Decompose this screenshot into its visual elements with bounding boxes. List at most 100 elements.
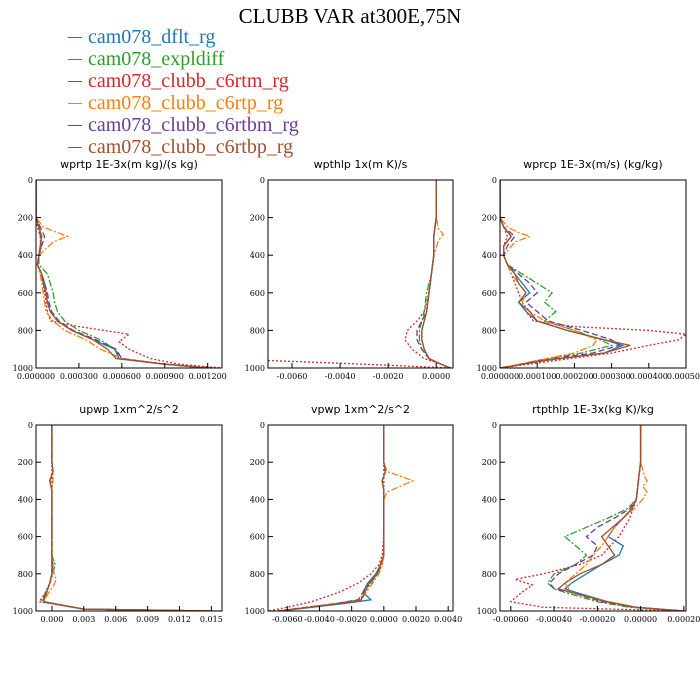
y-tick-label: 400 bbox=[250, 251, 265, 260]
legend-label: cam078_expldiff bbox=[88, 48, 225, 70]
panel: upwp 1xm^2/s^2 0 200 400 600 800 1000 0.000 0.00… bbox=[13, 403, 223, 624]
series-line bbox=[38, 425, 222, 611]
x-tick-label: 0.015 bbox=[200, 615, 223, 624]
y-tick-label: 1000 bbox=[13, 607, 33, 616]
y-tick-label: 1000 bbox=[477, 607, 497, 616]
panel-title: wpthlp 1x(m K)/s bbox=[314, 158, 408, 171]
panel: rtpthlp 1E-3x(kg K)/kg02004006008001000-… bbox=[477, 403, 700, 624]
panel-title: wprcp 1E-3x(m/s) (kg/kg) bbox=[523, 158, 662, 171]
y-tick-label: 400 bbox=[18, 495, 33, 504]
y-tick-label: 600 bbox=[18, 289, 33, 298]
y-tick-label: 600 bbox=[18, 533, 33, 542]
y-tick-label: 1000 bbox=[245, 364, 265, 373]
series-line bbox=[268, 425, 385, 611]
y-tick-label: 0 bbox=[28, 176, 33, 185]
y-tick-label: 200 bbox=[18, 214, 33, 223]
legend-label: cam078_clubb_c6rtbm_rg bbox=[88, 114, 299, 136]
panel-title: upwp 1xm^2/s^2 bbox=[79, 403, 179, 416]
series-line bbox=[279, 425, 387, 611]
y-tick-label: 800 bbox=[482, 570, 497, 579]
plot-frame bbox=[499, 179, 687, 369]
series-line bbox=[500, 180, 686, 368]
x-tick-label: -0.00060 bbox=[493, 615, 529, 624]
x-tick-label: 0.000200 bbox=[555, 372, 593, 381]
legend-label: cam078_clubb_c6rtp_rg bbox=[88, 92, 284, 114]
y-tick-label: 600 bbox=[482, 533, 497, 542]
y-tick-label: 800 bbox=[482, 326, 497, 335]
plot-frame bbox=[267, 424, 454, 612]
series-line bbox=[404, 180, 451, 368]
y-tick-label: 1000 bbox=[13, 364, 33, 373]
y-tick-label: 600 bbox=[250, 533, 265, 542]
series-line bbox=[563, 425, 684, 611]
series-line bbox=[418, 180, 451, 368]
panel-title: vpwp 1xm^2/s^2 bbox=[311, 403, 410, 416]
series-line bbox=[500, 180, 631, 368]
series-line bbox=[279, 425, 415, 611]
y-tick-label: 200 bbox=[482, 458, 497, 467]
series-group bbox=[268, 425, 415, 611]
y-tick-label: 800 bbox=[18, 570, 33, 579]
x-tick-label: -0.00040 bbox=[536, 615, 572, 624]
y-tick-label: 200 bbox=[18, 458, 33, 467]
y-tick-label: 200 bbox=[482, 214, 497, 223]
panel-title: rtpthlp 1E-3x(kg K)/kg bbox=[532, 403, 654, 416]
panel-title: wprtp 1E-3x(m kg)/(s kg) bbox=[60, 158, 198, 171]
figure-title: CLUBB VAR at300E,75N bbox=[238, 4, 462, 28]
x-tick-label: 0.000600 bbox=[103, 372, 141, 381]
series-line bbox=[268, 359, 451, 368]
x-tick-label: 0.006 bbox=[104, 615, 127, 624]
y-tick-label: 0 bbox=[492, 421, 497, 430]
legend: cam078_dflt_rg cam078_expldiff cam078_club… bbox=[68, 26, 299, 158]
series-line bbox=[36, 180, 208, 368]
panel: wprtp 1E-3x(m kg)/(s kg) 0 200 400 600 800 100… bbox=[13, 158, 227, 381]
y-tick-label: 800 bbox=[250, 570, 265, 579]
legend-item: cam078_dflt_rg bbox=[68, 26, 299, 48]
x-tick-label: -0.0020 bbox=[336, 615, 367, 624]
y-tick-label: 600 bbox=[482, 289, 497, 298]
series-group bbox=[500, 180, 686, 368]
x-tick-label: -0.00020 bbox=[579, 615, 615, 624]
y-tick-label: 1000 bbox=[245, 607, 265, 616]
x-tick-label: -0.0060 bbox=[277, 372, 308, 381]
x-tick-label: 0.000400 bbox=[630, 372, 668, 381]
series-line bbox=[509, 425, 686, 611]
y-tick-label: 0 bbox=[28, 421, 33, 430]
series-line bbox=[36, 180, 222, 368]
plot-frame bbox=[35, 424, 223, 612]
y-tick-label: 200 bbox=[250, 214, 265, 223]
series-line bbox=[40, 425, 212, 611]
legend-item: cam078_clubb_c6rtbp_rg bbox=[68, 136, 299, 158]
x-tick-label: 0.0020 bbox=[402, 615, 430, 624]
y-tick-label: 0 bbox=[492, 176, 497, 185]
y-tick-label: 1000 bbox=[477, 364, 497, 373]
series-line bbox=[500, 180, 614, 368]
x-tick-label: 0.000100 bbox=[518, 372, 556, 381]
series-group bbox=[36, 180, 222, 368]
series-line bbox=[42, 425, 212, 611]
series-line bbox=[500, 180, 621, 368]
y-tick-label: 400 bbox=[250, 495, 265, 504]
x-tick-label: -0.0060 bbox=[272, 615, 303, 624]
y-tick-label: 600 bbox=[250, 289, 265, 298]
plot-frame bbox=[267, 179, 454, 369]
series-line bbox=[41, 425, 212, 611]
series-line bbox=[42, 425, 212, 611]
plot-frame bbox=[35, 179, 223, 369]
x-tick-label: -0.0040 bbox=[325, 372, 356, 381]
x-tick-label: 0.009 bbox=[136, 615, 159, 624]
legend-item: cam078_clubb_c6rtp_rg bbox=[68, 92, 299, 114]
legend-swatch bbox=[68, 80, 82, 82]
series-line bbox=[36, 180, 208, 368]
series-line bbox=[564, 425, 684, 611]
x-tick-label: 0.0040 bbox=[434, 615, 462, 624]
y-tick-label: 400 bbox=[482, 251, 497, 260]
legend-swatch bbox=[68, 124, 82, 126]
series-line bbox=[36, 180, 208, 368]
x-tick-label: 0.00000 bbox=[624, 615, 657, 624]
series-line bbox=[421, 180, 451, 368]
x-tick-label: 0.000000 bbox=[481, 372, 519, 381]
panel: wpthlp 1x(m K)/s 0 200 400 600 800 1000 -0.0060… bbox=[245, 158, 454, 381]
y-tick-label: 0 bbox=[260, 176, 265, 185]
